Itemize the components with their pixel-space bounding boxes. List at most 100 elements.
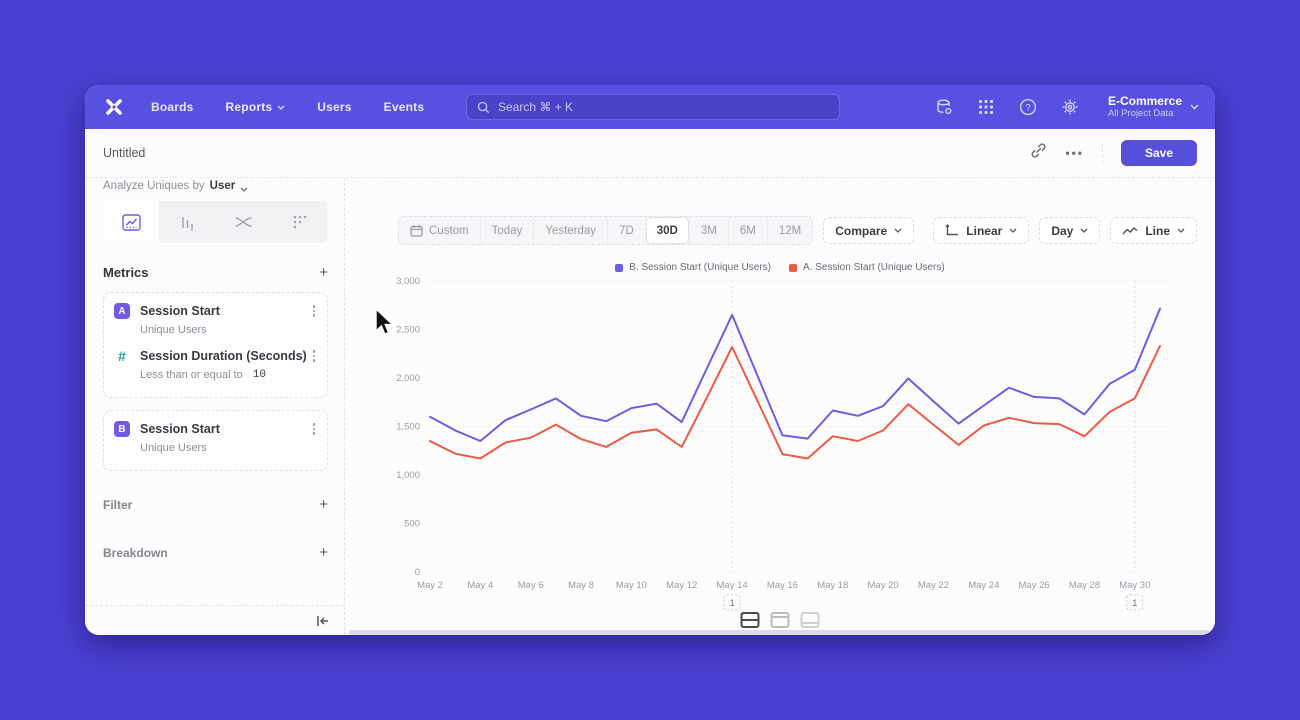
kebab-icon[interactable] <box>311 303 318 319</box>
chevron-down-icon <box>277 105 285 110</box>
data-icon[interactable] <box>934 97 954 117</box>
layout-toggle-group <box>740 612 820 628</box>
svg-text:May 24: May 24 <box>968 580 999 591</box>
scale-dropdown[interactable]: Linear <box>933 217 1030 244</box>
nav-item-events[interactable]: Events <box>384 100 425 114</box>
search-icon <box>477 101 490 113</box>
chevron-down-icon <box>1080 228 1088 233</box>
nav-item-boards[interactable]: Boards <box>151 100 194 114</box>
legend-label: B. Session Start (Unique Users) <box>629 262 771 273</box>
compare-button[interactable]: Compare <box>823 217 915 244</box>
report-title[interactable]: Untitled <box>103 146 146 160</box>
axes-icon <box>945 224 959 236</box>
range-3m-button[interactable]: 3M <box>688 217 728 244</box>
chevron-down-icon <box>240 187 248 192</box>
range-30d-button[interactable]: 30D <box>644 217 689 244</box>
mixpanel-logo[interactable] <box>101 94 127 120</box>
help-icon[interactable]: ? <box>1018 97 1038 117</box>
link-icon[interactable] <box>1030 142 1047 164</box>
svg-text:May 16: May 16 <box>767 580 798 591</box>
save-button[interactable]: Save <box>1121 140 1197 166</box>
tab-retention[interactable] <box>271 201 327 243</box>
svg-text:3,000: 3,000 <box>396 276 420 287</box>
legend-label: A. Session Start (Unique Users) <box>803 262 945 273</box>
svg-text:May 18: May 18 <box>817 580 848 591</box>
legend-item-b[interactable]: B. Session Start (Unique Users) <box>615 262 771 273</box>
date-range-group: Custom Today Yesterday 7D 30D 3M 6M 12M <box>398 216 814 245</box>
metrics-header: Metrics + <box>103 263 328 281</box>
svg-text:May 4: May 4 <box>467 580 493 591</box>
svg-text:2,500: 2,500 <box>396 325 420 336</box>
gear-icon[interactable] <box>1060 97 1080 117</box>
range-today-button[interactable]: Today <box>479 217 534 244</box>
more-icon[interactable]: ••• <box>1065 146 1084 160</box>
analyze-label: Analyze Uniques by <box>103 180 205 192</box>
project-selector[interactable]: E-Commerce All Project Data <box>1108 95 1199 119</box>
collapse-icon[interactable] <box>316 615 330 627</box>
legend-item-a[interactable]: A. Session Start (Unique Users) <box>789 262 945 273</box>
metric-name: Session Duration (Seconds) <box>140 349 307 363</box>
metric-condition-value[interactable]: 10 <box>252 369 266 381</box>
nav-menu: Boards Reports Users Events <box>151 100 424 114</box>
tab-bar-chart[interactable] <box>159 201 215 243</box>
metric-condition[interactable]: Less than or equal to <box>140 369 243 381</box>
metric-subtitle[interactable]: Unique Users <box>140 324 207 336</box>
hash-icon: # <box>118 348 126 364</box>
tab-line-chart[interactable] <box>103 201 160 243</box>
calendar-icon <box>410 225 423 237</box>
filter-label: Filter <box>103 498 133 512</box>
nav-item-label: Events <box>383 100 425 114</box>
nav-item-reports[interactable]: Reports <box>226 100 286 114</box>
kebab-icon[interactable] <box>311 421 318 437</box>
range-12m-button[interactable]: 12M <box>766 217 812 244</box>
chevron-down-icon <box>1190 104 1199 110</box>
svg-text:May 28: May 28 <box>1069 580 1100 591</box>
metric-group-card: A Session Start Unique Users # Session D… <box>103 292 328 398</box>
metric-row-a[interactable]: A Session Start <box>114 303 317 319</box>
svg-text:May 10: May 10 <box>616 580 647 591</box>
svg-text:1,500: 1,500 <box>396 422 420 433</box>
search-input[interactable]: Search ⌘ + K <box>466 94 840 120</box>
range-7d-button[interactable]: 7D <box>607 217 645 244</box>
range-custom-button[interactable]: Custom <box>399 217 480 244</box>
chart-legend: B. Session Start (Unique Users) A. Sessi… <box>345 262 1215 273</box>
layout-split-icon[interactable] <box>740 612 760 628</box>
chevron-down-icon <box>894 228 902 233</box>
charttype-dropdown[interactable]: Line <box>1110 217 1197 244</box>
layout-bottom-icon[interactable] <box>800 612 820 628</box>
metric-subtitle[interactable]: Unique Users <box>140 442 207 454</box>
analyze-value: User <box>209 180 236 192</box>
chart-panel: Custom Today Yesterday 7D 30D 3M 6M 12M … <box>345 178 1215 635</box>
layout-top-icon[interactable] <box>770 612 790 628</box>
range-6m-button[interactable]: 6M <box>727 217 767 244</box>
range-yesterday-button[interactable]: Yesterday <box>533 217 607 244</box>
nav-item-users[interactable]: Users <box>317 100 351 114</box>
line-chart[interactable]: 0 500 1,000 1,500 2,000 2,500 3,000 May 2 May 4 M… <box>390 275 1200 615</box>
line-chart-tab-icon <box>121 213 141 231</box>
svg-text:May 6: May 6 <box>518 580 544 591</box>
interval-dropdown[interactable]: Day <box>1039 217 1101 244</box>
svg-text:May 30: May 30 <box>1119 580 1150 591</box>
svg-text:May 8: May 8 <box>568 580 594 591</box>
metric-name: Session Start <box>140 422 220 436</box>
svg-text:May 20: May 20 <box>868 580 899 591</box>
chart-type-tabs <box>103 201 328 243</box>
add-breakdown-button[interactable]: + <box>319 544 328 561</box>
svg-text:2,000: 2,000 <box>396 373 420 384</box>
kebab-icon[interactable] <box>311 348 318 364</box>
legend-swatch-b <box>615 263 624 272</box>
apps-grid-icon[interactable] <box>976 97 996 117</box>
add-filter-button[interactable]: + <box>319 496 328 513</box>
tab-flow[interactable] <box>215 201 271 243</box>
metric-row-duration[interactable]: # Session Duration (Seconds) <box>114 348 317 364</box>
horizontal-scrollbar[interactable] <box>349 630 1211 635</box>
nav-right-icons: ? E-Commerce All Project Data <box>934 95 1199 119</box>
metric-row-b[interactable]: B Session Start <box>114 421 317 437</box>
project-subtitle: All Project Data <box>1107 108 1174 119</box>
svg-text:1: 1 <box>1132 598 1137 609</box>
nav-item-label: Reports <box>225 100 273 114</box>
analyze-by-control[interactable]: Analyze Uniques by User <box>103 178 328 192</box>
svg-text:?: ? <box>1025 103 1030 114</box>
add-metric-button[interactable]: + <box>319 263 328 281</box>
metrics-title: Metrics <box>103 265 149 280</box>
